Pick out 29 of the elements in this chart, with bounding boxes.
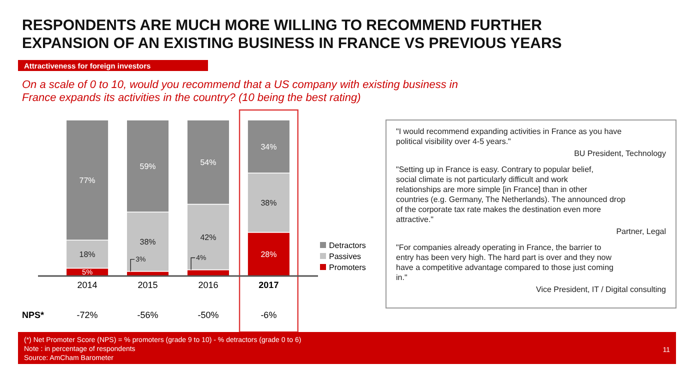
text: -50% [198, 310, 219, 320]
x-tick-label: 2014 [77, 280, 98, 290]
text: Partner, Legal [616, 227, 666, 236]
text: Vice President, IT / Digital consulting [536, 285, 666, 294]
data-label: 54% [200, 158, 216, 167]
legend-label: Promoters [329, 263, 366, 272]
data-label: 42% [200, 232, 216, 242]
text: -72% [76, 310, 98, 320]
data-label: 28% [260, 250, 277, 260]
x-tick-label: 2016 [198, 280, 218, 290]
text: "I would recommend expanding activities in France as you have political visibility over 4-5 years." [396, 127, 622, 146]
data-label: 59% [140, 162, 156, 171]
data-label: 34% [260, 142, 277, 152]
legend-label: Detractors [329, 241, 366, 250]
chart-title: RESPONDENTS ARE MUCH MORE WILLING TO RECOMMEND FURTHER EXPANSION OF AN EXISTING BUSINESS IN FRANCE VS PREVIOUS YEARS [22, 17, 562, 52]
data-label: 18% [79, 250, 96, 260]
text: NPS* [22, 310, 45, 320]
data-label: 38% [140, 238, 156, 247]
text: "For companies already operating in France, the barrier to entry has been very high. The hard part is over and they now have a competitive advantage compared to those just coming in." [396, 243, 614, 282]
text: "Setting up in France is easy. Contrary to popular belief, social climate is not particularly difficult and work relationships are more simple [in France] than in other countries (e.g. Germany, The Netherlands). The announced drop of the corporate tax rate makes the destination even more attractive." [396, 165, 626, 224]
text: BU President, Technology [574, 149, 666, 158]
data-label: 38% [260, 198, 277, 208]
data-label: 77% [79, 176, 96, 185]
text: -56% [137, 310, 158, 320]
text: -6% [260, 310, 277, 320]
x-tick-label: 2017 [258, 280, 279, 290]
legend-label: Passives [329, 252, 362, 261]
x-tick-label: 2015 [138, 280, 158, 290]
chart-subtitle: On a scale of 0 to 10, would you recommend that a US company with existing business in France expands its activities in the country? (10 being the best rating) [22, 79, 458, 104]
